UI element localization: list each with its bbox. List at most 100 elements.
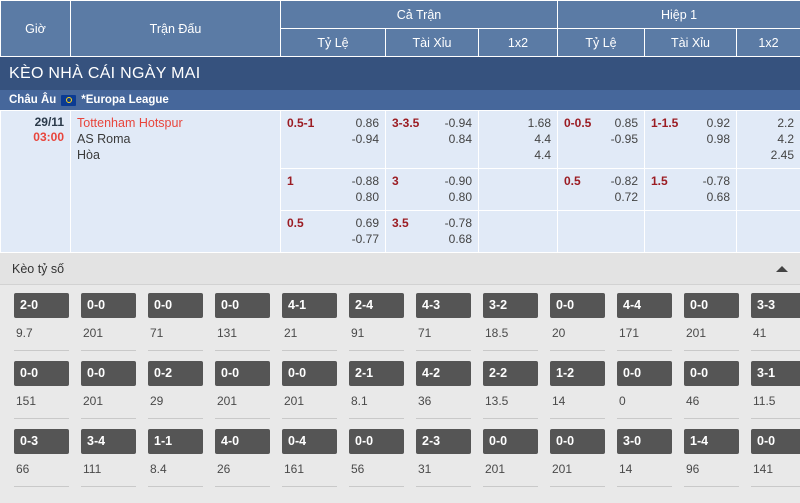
score-odd[interactable]: 201 xyxy=(282,386,337,419)
odd-value[interactable]: 4.4 xyxy=(485,147,551,163)
score-odd[interactable]: 0 xyxy=(617,386,672,419)
score-chip[interactable]: 4-2 xyxy=(416,361,471,386)
score-odd[interactable]: 13.5 xyxy=(483,386,538,419)
score-chip[interactable]: 3-1 xyxy=(751,361,800,386)
score-chip[interactable]: 0-0 xyxy=(684,361,739,386)
score-chip[interactable]: 0-2 xyxy=(148,361,203,386)
odd-value[interactable]: 0.72 xyxy=(564,189,638,205)
score-odd[interactable]: 26 xyxy=(215,454,270,487)
score-odd[interactable]: 29 xyxy=(148,386,203,419)
score-odd[interactable]: 21 xyxy=(282,318,337,351)
score-chip[interactable]: 3-4 xyxy=(81,429,136,454)
th-half-handicap[interactable]: Tỷ Lệ xyxy=(558,29,645,57)
score-chip[interactable]: 0-0 xyxy=(483,429,538,454)
score-odd[interactable]: 151 xyxy=(14,386,69,419)
score-odd[interactable]: 201 xyxy=(684,318,739,351)
score-odd[interactable]: 141 xyxy=(751,454,800,487)
score-odd[interactable]: 41 xyxy=(751,318,800,351)
score-chip[interactable]: 3-2 xyxy=(483,293,538,318)
score-odd[interactable]: 161 xyxy=(282,454,337,487)
score-chip[interactable]: 4-3 xyxy=(416,293,471,318)
score-chip[interactable]: 4-4 xyxy=(617,293,672,318)
cell-half-ou-r2[interactable]: 1.5 -0.78 0.68 xyxy=(645,169,737,211)
odd-value[interactable]: 0.68 xyxy=(392,231,472,247)
score-chip[interactable]: 0-0 xyxy=(81,361,136,386)
score-chip[interactable]: 2-0 xyxy=(14,293,69,318)
odd-value[interactable]: 0.84 xyxy=(392,131,472,147)
score-chip[interactable]: 2-2 xyxy=(483,361,538,386)
score-chip[interactable]: 2-4 xyxy=(349,293,404,318)
odd-value[interactable]: 0.80 xyxy=(392,189,472,205)
th-half-over-under[interactable]: Tài Xỉu xyxy=(645,29,737,57)
cell-full-ou-r1[interactable]: 3-3.5 -0.94 0.84 xyxy=(386,111,479,169)
score-chip[interactable]: 0-0 xyxy=(14,361,69,386)
score-odd[interactable]: 31 xyxy=(416,454,471,487)
odd-value[interactable]: 0.80 xyxy=(287,189,379,205)
score-odd[interactable]: 8.4 xyxy=(148,454,203,487)
score-odd[interactable]: 201 xyxy=(81,386,136,419)
score-chip[interactable]: 0-4 xyxy=(282,429,337,454)
correct-score-header[interactable]: Kèo tỷ số xyxy=(0,253,800,285)
score-odd[interactable]: 131 xyxy=(215,318,270,351)
score-odd[interactable]: 71 xyxy=(416,318,471,351)
odd-value[interactable]: 4.2 xyxy=(743,131,794,147)
odd-value[interactable]: -0.95 xyxy=(564,131,638,147)
odd-value[interactable]: 0.68 xyxy=(651,189,730,205)
cell-full-1x2-r1[interactable]: 1.68 4.4 4.4 xyxy=(479,111,558,169)
score-odd[interactable]: 91 xyxy=(349,318,404,351)
score-odd[interactable]: 96 xyxy=(684,454,739,487)
match-teams-cell[interactable]: Tottenham Hotspur AS Roma Hòa xyxy=(71,111,281,253)
th-full-1x2[interactable]: 1x2 xyxy=(479,29,558,57)
cell-full-ou-r3[interactable]: 3.5 -0.78 0.68 xyxy=(386,211,479,253)
score-chip[interactable]: 1-2 xyxy=(550,361,605,386)
score-chip[interactable]: 0-0 xyxy=(550,293,605,318)
score-odd[interactable]: 66 xyxy=(14,454,69,487)
home-team-name[interactable]: Tottenham Hotspur xyxy=(77,115,274,131)
th-time[interactable]: Giờ xyxy=(1,1,71,57)
score-chip[interactable]: 0-0 xyxy=(215,293,270,318)
odd-value[interactable]: 1.68 xyxy=(485,115,551,131)
score-chip[interactable]: 0-0 xyxy=(349,429,404,454)
score-odd[interactable]: 56 xyxy=(349,454,404,487)
score-odd[interactable]: 201 xyxy=(550,454,605,487)
odd-value[interactable]: -0.88 xyxy=(287,173,379,189)
score-chip[interactable]: 0-0 xyxy=(282,361,337,386)
odd-value[interactable]: -0.90 xyxy=(392,173,472,189)
cell-full-handicap-r2[interactable]: 1 -0.88 0.80 xyxy=(281,169,386,211)
score-chip[interactable]: 0-3 xyxy=(14,429,69,454)
league-header[interactable]: Châu Âu *Europa League xyxy=(0,90,800,110)
score-odd[interactable]: 11.5 xyxy=(751,386,800,419)
th-full-over-under[interactable]: Tài Xỉu xyxy=(386,29,479,57)
score-odd[interactable]: 71 xyxy=(148,318,203,351)
score-chip[interactable]: 3-3 xyxy=(751,293,800,318)
odd-value[interactable]: -0.77 xyxy=(287,231,379,247)
score-chip[interactable]: 0-0 xyxy=(550,429,605,454)
cell-full-handicap-r1[interactable]: 0.5-1 0.86 -0.94 xyxy=(281,111,386,169)
score-odd[interactable]: 8.1 xyxy=(349,386,404,419)
